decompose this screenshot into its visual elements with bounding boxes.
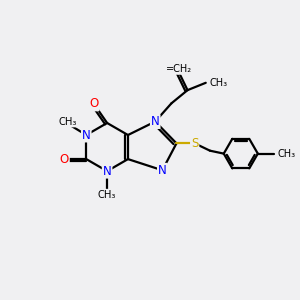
Text: CH₃: CH₃ xyxy=(278,148,296,159)
Text: CH₃: CH₃ xyxy=(59,116,77,127)
Text: N: N xyxy=(158,164,167,177)
Text: =CH₂: =CH₂ xyxy=(166,64,192,74)
Text: N: N xyxy=(82,128,91,142)
Text: N: N xyxy=(103,165,112,178)
Text: CH₃: CH₃ xyxy=(209,78,227,88)
Text: O: O xyxy=(89,98,98,110)
Text: O: O xyxy=(60,153,69,166)
Text: S: S xyxy=(191,137,198,150)
Text: N: N xyxy=(151,115,160,128)
Text: CH₃: CH₃ xyxy=(98,190,116,200)
